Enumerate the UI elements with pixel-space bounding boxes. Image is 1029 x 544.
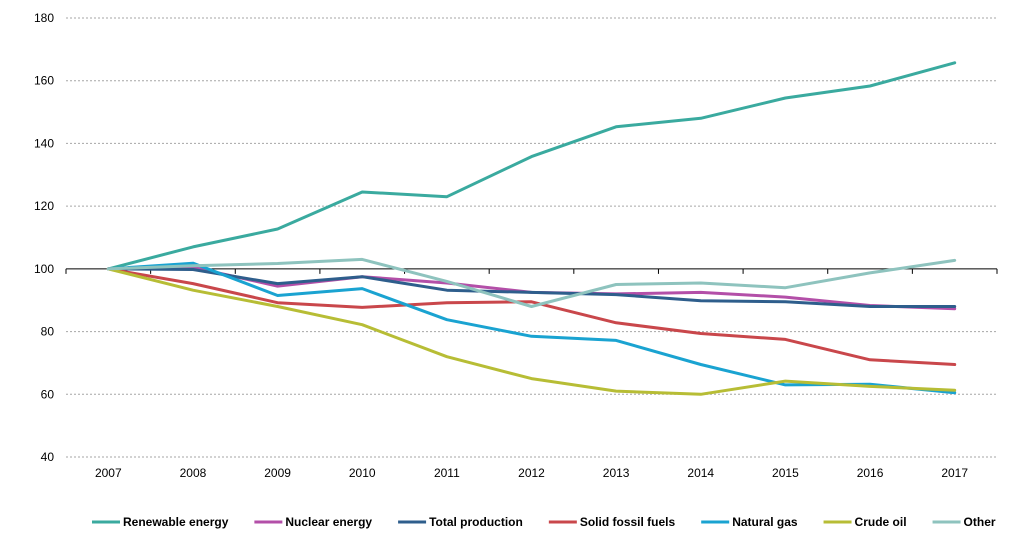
legend-label-renewable-energy: Renewable energy: [123, 515, 229, 529]
legend: Renewable energy Nuclear energy Total prod…: [92, 515, 996, 529]
legend-label-total-production: Total production: [429, 515, 523, 529]
y-tick-label: 60: [41, 387, 55, 401]
legend-label-nuclear-energy: Nuclear energy: [285, 515, 372, 529]
series-line-natural-gas: [106, 261, 957, 395]
y-tick-label: 120: [34, 199, 54, 213]
legend-label-other: Other: [964, 515, 996, 529]
x-tick-label: 2014: [687, 466, 714, 480]
y-tick-label: 100: [34, 262, 54, 276]
y-tick-label: 140: [34, 136, 54, 150]
series-lines: [106, 61, 957, 396]
y-tick-label: 40: [41, 450, 55, 464]
x-tick-label: 2015: [772, 466, 799, 480]
x-tick-label: 2010: [349, 466, 376, 480]
x-axis: 2007 2008 2009 2010 2011 2012 2013 2014 2015 2016…: [65, 268, 998, 480]
x-tick-label: 2009: [264, 466, 291, 480]
x-tick-label: 2017: [941, 466, 968, 480]
x-tick-label: 2013: [603, 466, 630, 480]
series-line-crude-oil: [106, 267, 957, 396]
y-axis: 40 60 80 100 120 140 160 180: [34, 11, 54, 464]
x-tick-label: 2007: [95, 466, 122, 480]
series-line-total-production: [106, 267, 957, 308]
legend-label-natural-gas: Natural gas: [732, 515, 798, 529]
x-tick-label: 2011: [434, 466, 460, 480]
y-tick-label: 160: [34, 74, 54, 88]
legend-label-solid-fossil-fuels: Solid fossil fuels: [580, 515, 676, 529]
series-line-other: [106, 257, 957, 308]
legend-label-crude-oil: Crude oil: [855, 515, 907, 529]
gridlines: [66, 17, 997, 458]
series-line-solid-fossil-fuels: [106, 267, 957, 366]
x-tick-label: 2008: [180, 466, 207, 480]
y-tick-label: 80: [41, 325, 55, 339]
y-tick-label: 180: [34, 11, 54, 25]
series-line-renewable-energy: [106, 61, 957, 271]
x-tick-label: 2012: [518, 466, 545, 480]
x-tick-label: 2016: [857, 466, 884, 480]
